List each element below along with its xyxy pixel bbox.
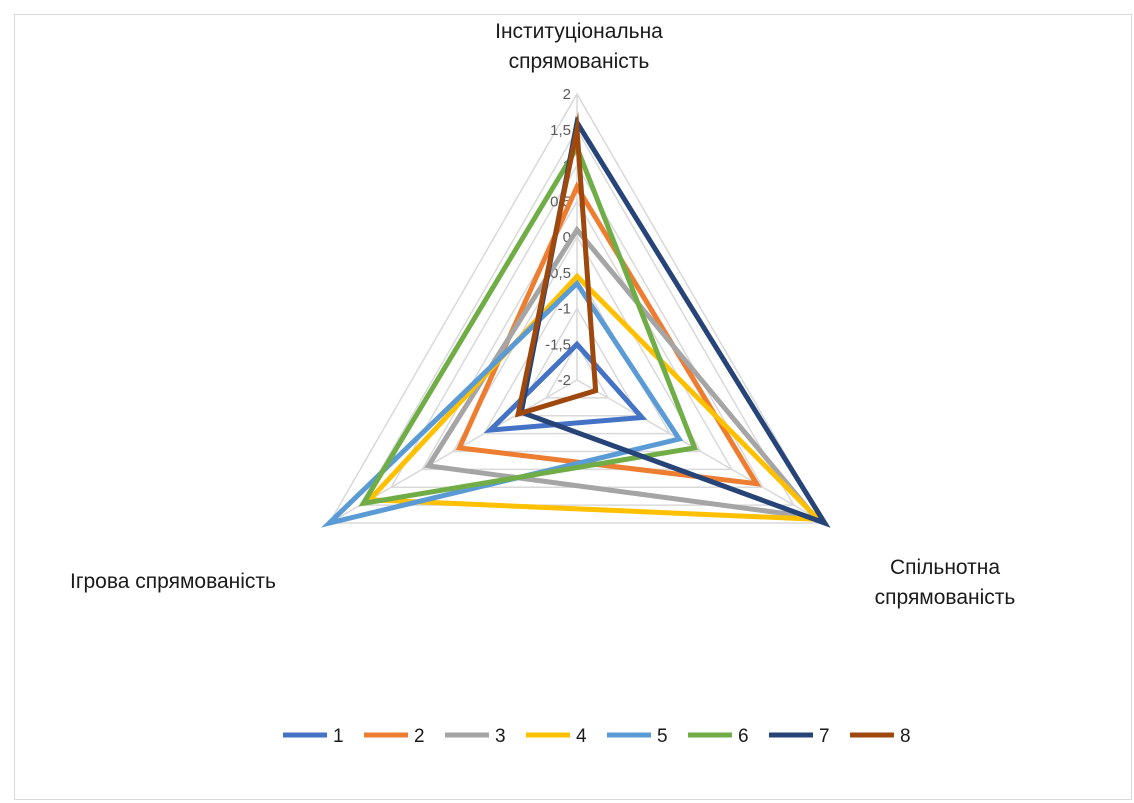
axis-title-2: спрямованість bbox=[875, 586, 1016, 609]
legend-label-8: 8 bbox=[900, 726, 911, 747]
tick-label: 0 bbox=[563, 229, 571, 246]
series-3-line bbox=[424, 225, 822, 521]
grid-spoke bbox=[576, 379, 826, 524]
grid-ring bbox=[328, 92, 826, 524]
series-8-line bbox=[514, 111, 599, 418]
axis-title-3: Ігрова спрямованість bbox=[70, 570, 276, 593]
legend-label-7: 7 bbox=[819, 726, 830, 747]
grid-ring bbox=[359, 128, 795, 506]
axis-title-1: спрямованість bbox=[509, 50, 650, 73]
legend-label-3: 3 bbox=[495, 726, 506, 747]
grid-ring bbox=[513, 306, 641, 417]
series-4-line bbox=[364, 272, 825, 523]
tick-label: 1,5 bbox=[550, 122, 571, 139]
tick-label: 2 bbox=[563, 86, 571, 103]
series-1-line bbox=[483, 340, 648, 434]
tick-label: -1 bbox=[558, 301, 571, 318]
legend-label-5: 5 bbox=[657, 726, 668, 747]
series-6-line bbox=[358, 141, 699, 507]
legend-label-6: 6 bbox=[738, 726, 749, 747]
axis-title-1: Інституціональна bbox=[495, 20, 663, 43]
tick-label: -1,5 bbox=[545, 336, 571, 353]
tick-label: -2 bbox=[558, 372, 571, 389]
radial-tick-labels: -2-1,5-1-0,500,511,52 bbox=[545, 86, 571, 389]
series-layer bbox=[320, 111, 831, 528]
legend-label-1: 1 bbox=[333, 726, 344, 747]
legend-label-2: 2 bbox=[414, 726, 425, 747]
axis-titles: Інституціональна спрямованість Спільнотна с… bbox=[70, 20, 1015, 609]
legend-label-4: 4 bbox=[576, 726, 587, 747]
axis-title-2: Спільнотна bbox=[890, 556, 1000, 579]
legend: 1 2 3 4 5 6 7 8 bbox=[283, 726, 911, 747]
